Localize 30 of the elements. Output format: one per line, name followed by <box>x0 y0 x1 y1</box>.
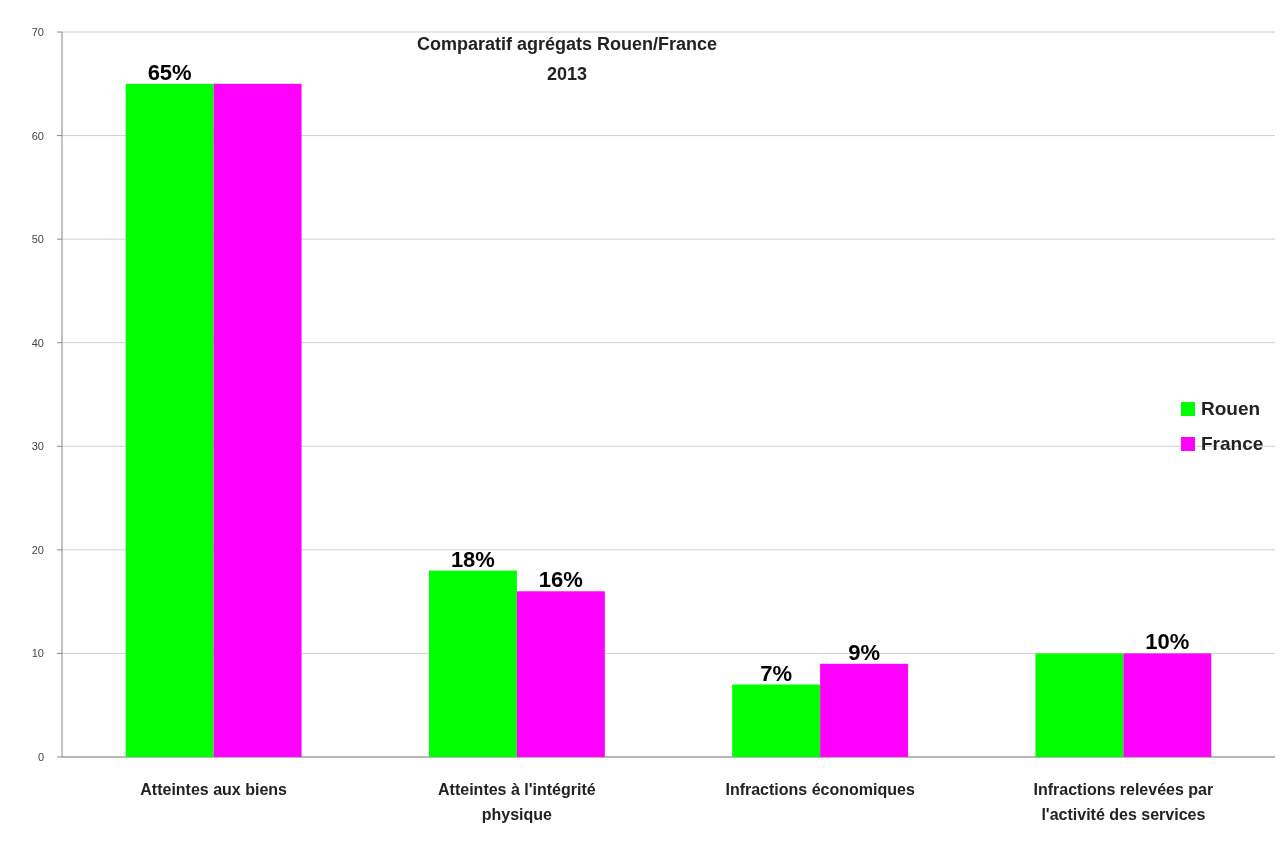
y-tick-label: 0 <box>37 751 44 763</box>
chart-title: Comparatif agrégats Rouen/France <box>416 34 718 54</box>
bar <box>732 684 821 757</box>
y-tick-label: 40 <box>31 336 44 349</box>
legend-label: France <box>1201 433 1264 454</box>
legend-label: Rouen <box>1201 398 1261 419</box>
data-label: 10% <box>1145 629 1190 655</box>
bar <box>820 663 909 757</box>
text: 2013 <box>546 64 588 84</box>
data-label: 9% <box>848 639 880 665</box>
data-label: 16% <box>538 567 583 593</box>
bar <box>516 591 605 757</box>
y-tick-label: 30 <box>31 440 44 453</box>
x-tick-label: Atteintes à l'intégrité physique <box>438 781 596 823</box>
data-label: 65% <box>147 59 192 85</box>
data-label: 18% <box>450 546 495 572</box>
y-tick-label: 20 <box>31 543 44 556</box>
bar <box>428 570 517 757</box>
bar <box>125 83 214 757</box>
y-tick-label: 50 <box>31 233 44 246</box>
y-tick-label: 10 <box>31 647 44 660</box>
data-label: 7% <box>760 660 793 686</box>
bar <box>213 83 302 757</box>
x-tick-label: Infractions relevées par l'activité des services <box>1033 781 1214 823</box>
x-tick-label: Atteintes aux biens <box>140 781 288 798</box>
y-tick-label: 60 <box>31 129 44 142</box>
bar <box>1123 653 1212 757</box>
y-tick-label: 70 <box>31 26 44 38</box>
bar <box>1035 653 1124 757</box>
x-tick-label: Infractions économiques <box>725 781 915 798</box>
